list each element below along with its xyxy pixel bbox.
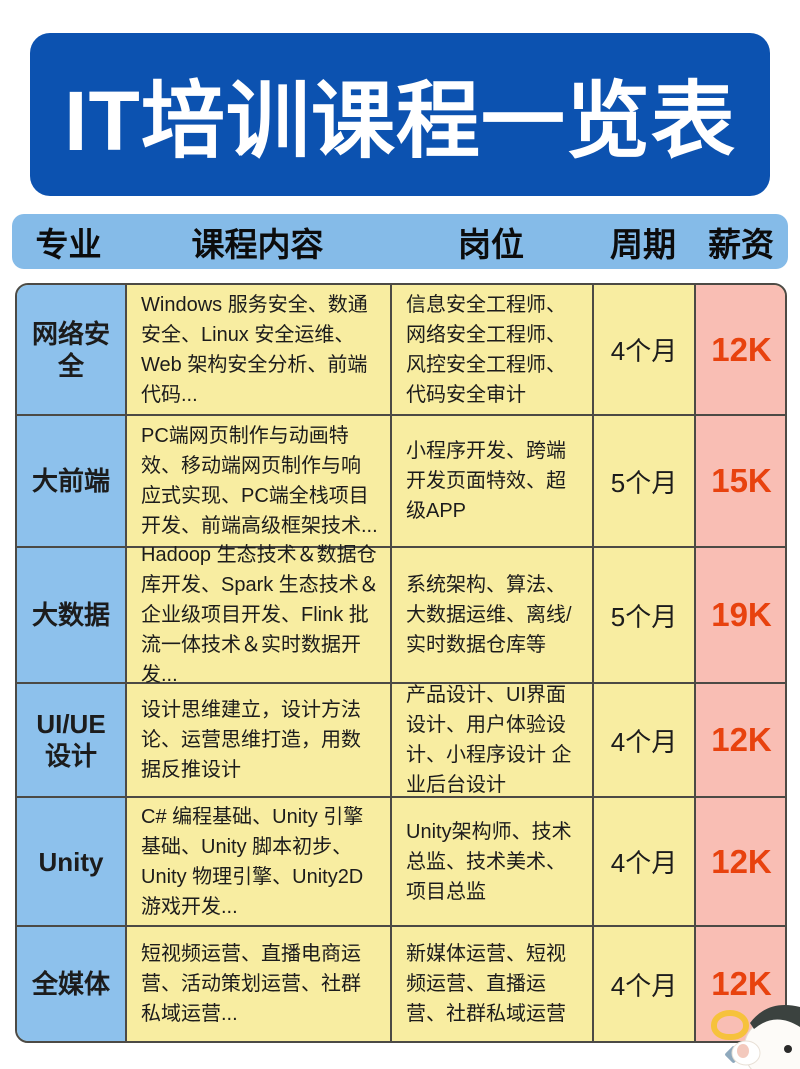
cell-period: 5个月 bbox=[594, 548, 696, 682]
table-row: 大前端 PC端网页制作与动画特效、移动端网页制作与响应式实现、PC端全栈项目开发… bbox=[17, 416, 785, 548]
cell-major: 大数据 bbox=[17, 548, 127, 682]
robot-mascot-icon bbox=[731, 1005, 800, 1069]
column-header-period: 周期 bbox=[610, 225, 676, 263]
cell-position: 小程序开发、跨端开发页面特效、超级APP bbox=[392, 416, 594, 546]
cell-course: 短视频运营、直播电商运营、活动策划运营、社群私域运营... bbox=[127, 927, 392, 1041]
cell-position: 新媒体运营、短视频运营、直播运营、社群私域运营 bbox=[392, 927, 594, 1041]
cell-salary: 15K bbox=[696, 416, 785, 546]
cell-period: 5个月 bbox=[594, 416, 696, 546]
column-header-course: 课程内容 bbox=[191, 225, 324, 263]
cell-period: 4个月 bbox=[594, 684, 696, 796]
cell-course: 设计思维建立，设计方法论、运营思维打造，用数据反推设计 bbox=[127, 684, 392, 796]
light-bulb-icon bbox=[711, 1010, 749, 1040]
cell-major: UI/UE 设计 bbox=[17, 684, 127, 796]
cell-salary: 12K bbox=[696, 684, 785, 796]
cell-course: PC端网页制作与动画特效、移动端网页制作与响应式实现、PC端全栈项目开发、前端高… bbox=[127, 416, 392, 546]
table-row: UI/UE 设计 设计思维建立，设计方法论、运营思维打造，用数据反推设计 产品设… bbox=[17, 684, 785, 798]
cell-period: 4个月 bbox=[594, 798, 696, 925]
cell-position: Unity架构师、技术总监、技术美术、项目总监 bbox=[392, 798, 594, 925]
page-title: IT培训课程一览表 bbox=[64, 74, 736, 168]
course-table: 网络安全 Windows 服务安全、数通安全、Linux 安全运维、Web 架构… bbox=[15, 283, 787, 1043]
cell-course: C# 编程基础、Unity 引擎基础、Unity 脚本初步、Unity 物理引擎… bbox=[127, 798, 392, 925]
column-header-band: 专业 课程内容 岗位 周期 薪资 bbox=[12, 214, 788, 269]
cell-salary: 12K bbox=[696, 285, 785, 414]
cell-salary: 19K bbox=[696, 548, 785, 682]
table-row: 网络安全 Windows 服务安全、数通安全、Linux 安全运维、Web 架构… bbox=[17, 285, 785, 416]
column-header-major: 专业 bbox=[35, 225, 102, 263]
cell-period: 4个月 bbox=[594, 927, 696, 1041]
column-header-salary: 薪资 bbox=[708, 225, 774, 263]
cell-position: 产品设计、UI界面设计、用户体验设计、小程序设计 企业后台设计 bbox=[392, 684, 594, 796]
table-row: 大数据 Hadoop 生态技术＆数据仓库开发、Spark 生态技术＆企业级项目开… bbox=[17, 544, 785, 686]
title-banner: IT培训课程一览表 bbox=[30, 33, 770, 196]
cell-major: 全媒体 bbox=[17, 927, 127, 1041]
cell-position: 信息安全工程师、网络安全工程师、风控安全工程师、代码安全审计 bbox=[392, 285, 594, 414]
column-header-position: 岗位 bbox=[458, 225, 524, 263]
cell-salary: 12K bbox=[696, 798, 785, 925]
cell-period: 4个月 bbox=[594, 285, 696, 414]
cell-major: Unity bbox=[17, 798, 127, 925]
cell-course: Windows 服务安全、数通安全、Linux 安全运维、Web 架构安全分析、… bbox=[127, 285, 392, 414]
cell-course: Hadoop 生态技术＆数据仓库开发、Spark 生态技术＆企业级项目开发、Fl… bbox=[127, 544, 392, 686]
cell-major: 大前端 bbox=[17, 416, 127, 546]
table-row: 全媒体 短视频运营、直播电商运营、活动策划运营、社群私域运营... 新媒体运营、… bbox=[17, 927, 785, 1041]
table-row: Unity C# 编程基础、Unity 引擎基础、Unity 脚本初步、Unit… bbox=[17, 798, 785, 927]
cell-major: 网络安全 bbox=[17, 285, 127, 414]
cell-position: 系统架构、算法、大数据运维、离线/实时数据仓库等 bbox=[392, 548, 594, 682]
